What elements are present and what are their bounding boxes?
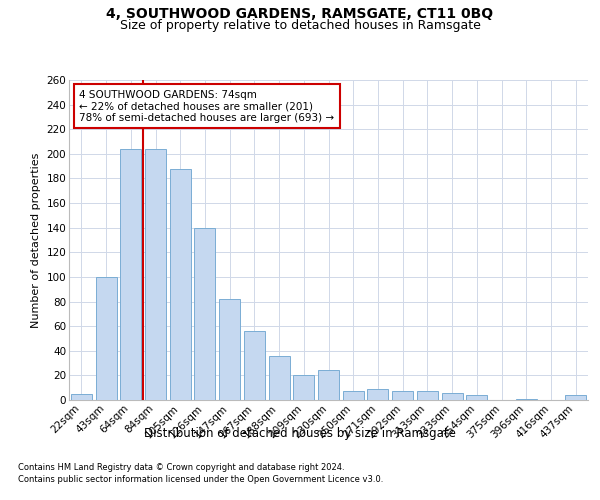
Bar (565, 395, 586, 400)
Bar (269, 356, 290, 400)
Bar (71, 394, 92, 400)
Text: Size of property relative to detached houses in Ramsgate: Size of property relative to detached ho… (119, 19, 481, 32)
Bar (170, 168, 191, 400)
Bar (244, 331, 265, 400)
Bar (392, 392, 413, 400)
Bar (145, 149, 166, 400)
Bar (293, 376, 314, 400)
Bar (343, 392, 364, 400)
Y-axis label: Number of detached properties: Number of detached properties (31, 152, 41, 328)
Bar (95, 277, 116, 400)
Text: Distribution of detached houses by size in Ramsgate: Distribution of detached houses by size … (144, 428, 456, 440)
Bar (367, 389, 388, 400)
Text: Contains HM Land Registry data © Crown copyright and database right 2024.: Contains HM Land Registry data © Crown c… (18, 462, 344, 471)
Bar (442, 392, 463, 400)
Bar (194, 228, 215, 400)
Bar (417, 392, 438, 400)
Bar (219, 299, 240, 400)
Bar (516, 399, 537, 400)
Bar (120, 149, 141, 400)
Bar (318, 370, 339, 400)
Text: Contains public sector information licensed under the Open Government Licence v3: Contains public sector information licen… (18, 475, 383, 484)
Bar (466, 395, 487, 400)
Text: 4, SOUTHWOOD GARDENS, RAMSGATE, CT11 0BQ: 4, SOUTHWOOD GARDENS, RAMSGATE, CT11 0BQ (106, 8, 494, 22)
Text: 4 SOUTHWOOD GARDENS: 74sqm
← 22% of detached houses are smaller (201)
78% of sem: 4 SOUTHWOOD GARDENS: 74sqm ← 22% of deta… (79, 90, 335, 123)
